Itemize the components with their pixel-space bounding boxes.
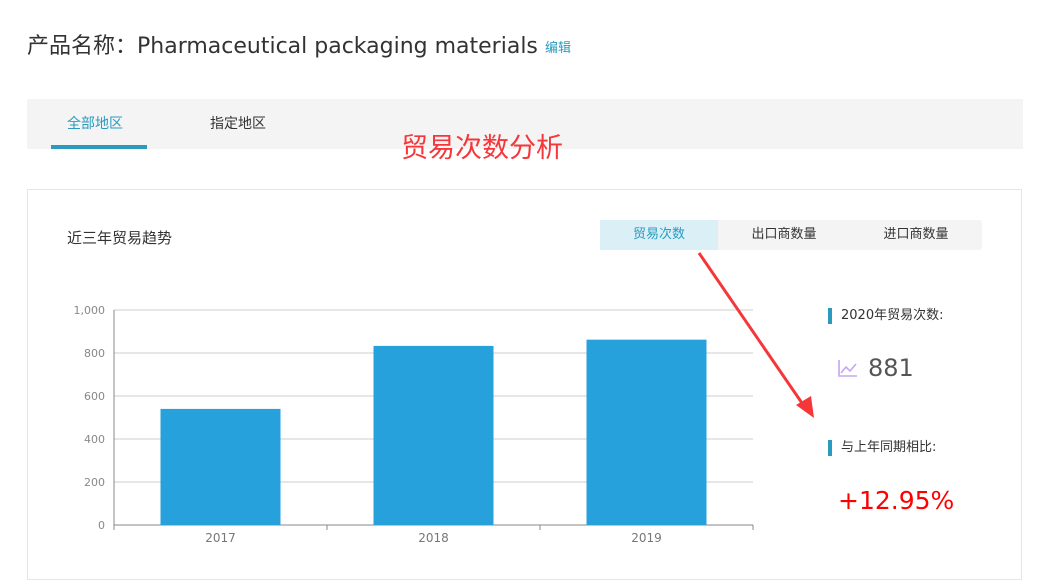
count-label: 2020年贸易次数: [828,308,943,324]
x-tick-label: 2017 [205,531,236,545]
metric-switch: 贸易次数 出口商数量 进口商数量 [600,220,982,250]
bar-2019 [586,339,707,525]
bar-2017 [160,408,281,525]
edit-link[interactable]: 编辑 [545,41,572,56]
x-tick-label: 2019 [631,531,662,545]
x-tick-label: 2018 [418,531,449,545]
trend-panel [27,189,1022,580]
panel-title: 近三年贸易趋势 [67,229,173,247]
yoy-value: +12.95% [838,486,955,515]
product-title: 产品名称：Pharmaceutical packaging materials [27,34,538,59]
count-value: 881 [868,354,914,382]
segment-trade-count[interactable]: 贸易次数 [600,220,718,250]
line-chart-icon [838,360,857,377]
tab-specified-region[interactable]: 指定地区 [210,116,266,132]
y-tick-label: 600 [84,390,105,403]
y-tick-label: 0 [98,519,105,532]
tab-all-regions[interactable]: 全部地区 [67,116,123,132]
count-stat: 881 [838,354,914,382]
bar-2018 [373,345,494,525]
region-tabs: 全部地区 指定地区 [27,99,1023,149]
segment-importer-count[interactable]: 进口商数量 [883,227,949,242]
active-tab-indicator [51,145,147,149]
y-tick-label: 200 [84,476,105,489]
segment-exporter-count[interactable]: 出口商数量 [751,227,817,242]
annotation-text: 贸易次数分析 [401,133,563,164]
y-tick-label: 400 [84,433,105,446]
yoy-label: 与上年同期相比: [828,440,936,456]
y-tick-label: 800 [84,347,105,360]
y-tick-label: 1,000 [74,304,106,317]
